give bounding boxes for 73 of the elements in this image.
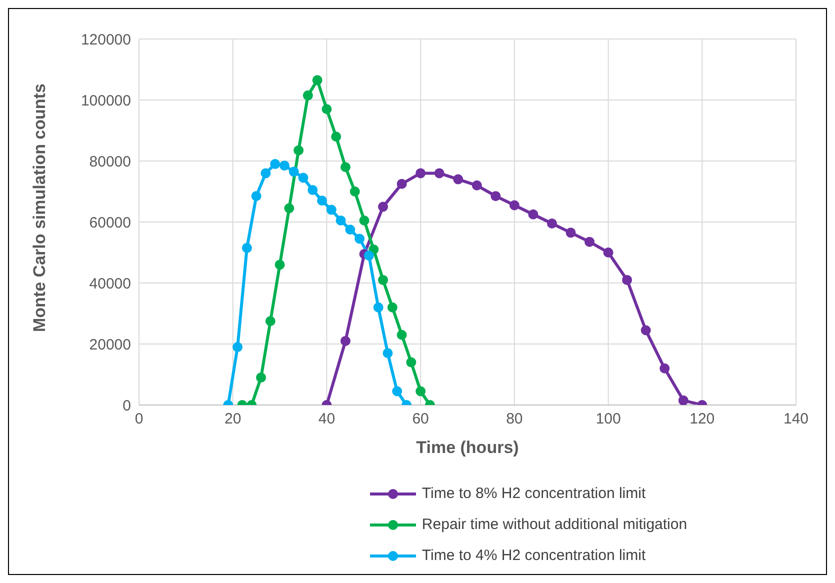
- point: [528, 209, 538, 220]
- x-axis-title: Time (hours): [416, 438, 519, 457]
- x-tick-label: 40: [318, 410, 336, 428]
- point: [416, 386, 426, 396]
- point: [453, 174, 464, 184]
- point: [232, 342, 243, 352]
- point: [279, 160, 290, 171]
- point: [242, 242, 252, 253]
- point: [265, 316, 276, 326]
- point: [326, 204, 336, 215]
- x-tick-label: 80: [506, 410, 523, 428]
- point: [378, 274, 388, 285]
- point: [336, 215, 346, 226]
- point: [294, 145, 304, 156]
- point: [546, 218, 557, 229]
- point: [354, 234, 365, 244]
- point: [317, 196, 328, 206]
- point: [345, 224, 356, 235]
- point: [256, 372, 266, 383]
- point: [660, 363, 670, 374]
- point: [622, 274, 632, 285]
- point: [640, 325, 651, 336]
- x-tick-label: 20: [224, 410, 242, 428]
- y-tick-label: 40000: [89, 275, 131, 292]
- y-tick-label: 60000: [89, 214, 131, 232]
- point: [312, 75, 322, 86]
- point: [322, 104, 332, 114]
- point: [416, 168, 426, 178]
- point: [382, 348, 393, 358]
- x-tick-label: 60: [412, 410, 429, 428]
- point: [308, 184, 318, 195]
- point: [251, 191, 262, 202]
- point: [340, 336, 350, 346]
- x-tick-label: 0: [134, 410, 144, 428]
- point: [406, 357, 416, 368]
- y-tick-label: 120000: [80, 31, 131, 48]
- point: [392, 386, 402, 396]
- point: [396, 330, 407, 340]
- point: [350, 186, 360, 196]
- y-tick-label: 0: [122, 397, 131, 414]
- point: [603, 248, 614, 258]
- point: [298, 172, 308, 183]
- point: [509, 200, 520, 210]
- x-tick-label: 100: [596, 410, 621, 428]
- point: [472, 180, 482, 190]
- point: [274, 260, 285, 270]
- y-tick-label: 100000: [80, 92, 131, 110]
- point: [340, 162, 350, 172]
- point: [270, 159, 280, 170]
- point: [373, 302, 384, 312]
- point: [331, 132, 342, 142]
- y-tick-label: 20000: [89, 336, 131, 354]
- point: [378, 202, 388, 212]
- point: [566, 228, 576, 238]
- legend-label: Time to 4% H2 concentration limit: [422, 547, 646, 564]
- x-tick-label: 120: [690, 410, 715, 428]
- point: [678, 395, 688, 405]
- point: [364, 250, 374, 261]
- point: [490, 191, 501, 202]
- point: [302, 90, 313, 100]
- point: [434, 168, 444, 178]
- legend-label: Repair time without additional mitigation: [422, 516, 688, 533]
- point: [584, 236, 595, 247]
- point: [396, 178, 407, 189]
- point: [387, 302, 398, 312]
- point: [288, 166, 299, 177]
- point: [359, 215, 370, 226]
- legend-label: Time to 8% H2 concentration limit: [422, 485, 646, 502]
- x-tick-label: 140: [783, 410, 809, 428]
- y-tick-label: 80000: [89, 153, 131, 170]
- point: [284, 203, 294, 214]
- point: [260, 168, 271, 178]
- y-axis-title: Monte Carlo simulation counts: [30, 84, 50, 332]
